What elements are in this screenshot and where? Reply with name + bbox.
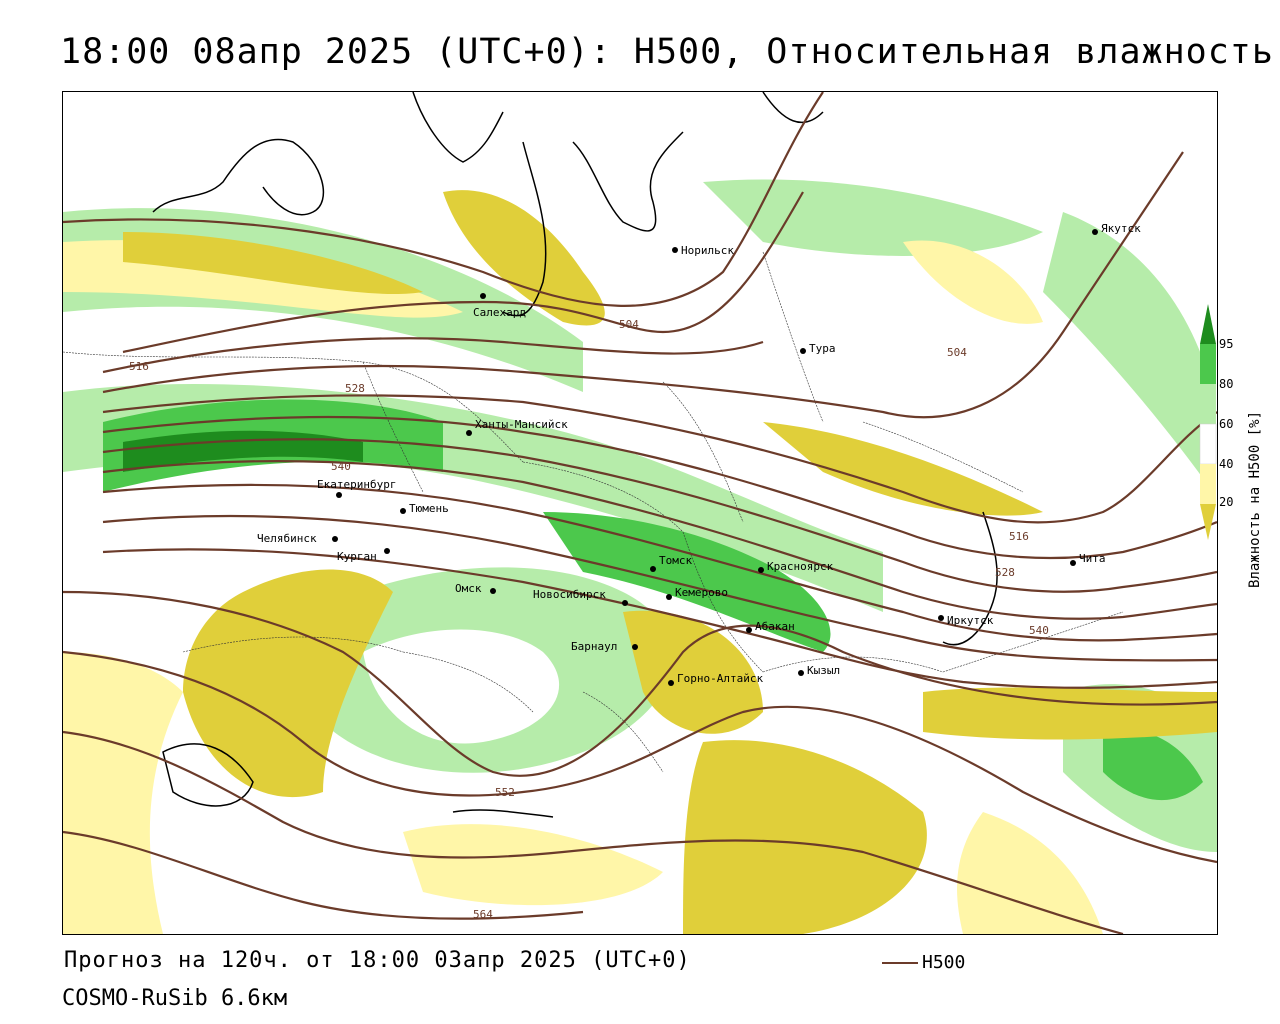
svg-text:Кемерово: Кемерово (675, 586, 728, 599)
city-novosibirsk: Новосибирск (533, 588, 628, 606)
humidity-map: 504 504 516 516 528 528 540 540 552 564 … (62, 91, 1218, 935)
legend-tick: 95 (1219, 337, 1234, 351)
city-irkutsk: Иркутск (938, 614, 994, 627)
city-markers: Норильск Якутск Салехард Тура Ханты-Манс… (257, 222, 1141, 686)
contour-label: 552 (495, 786, 515, 799)
model-text: COSMO-RuSib 6.6км (62, 986, 288, 1011)
city-norilsk: Норильск (672, 244, 734, 257)
contour-label: 504 (619, 318, 639, 331)
legend-tick: 60 (1219, 417, 1234, 431)
city-kyzyl: Кызыл (798, 664, 840, 677)
humidity-fields (63, 179, 1217, 934)
city-kemerovo: Кемерово (666, 586, 728, 600)
legend-title: Влажность на H500 [%] (1247, 410, 1263, 588)
h500-line-legend: H500 (882, 952, 965, 973)
svg-text:Екатеринбург: Екатеринбург (317, 478, 396, 491)
svg-text:Ханты-Мансийск: Ханты-Мансийск (475, 418, 568, 431)
svg-text:Норильск: Норильск (681, 244, 734, 257)
city-yekaterinburg: Екатеринбург (317, 478, 396, 498)
city-chelyabinsk: Челябинск (257, 532, 338, 545)
contour-labels: 504 504 516 516 528 528 540 540 552 564 (129, 318, 1049, 921)
svg-text:Иркутск: Иркутск (947, 614, 994, 627)
h500-line-swatch (882, 961, 918, 964)
svg-text:Кызыл: Кызыл (807, 664, 840, 677)
h500-contours (63, 92, 1217, 934)
city-tyumen: Тюмень (400, 502, 449, 515)
svg-text:Томск: Томск (659, 554, 692, 567)
svg-text:Новосибирск: Новосибирск (533, 588, 606, 601)
legend-tick: 20 (1219, 495, 1234, 509)
map-canvas: 504 504 516 516 528 528 540 540 552 564 … (63, 92, 1217, 934)
contour-label: 564 (473, 908, 493, 921)
h500-line-label: H500 (922, 952, 966, 973)
svg-text:Омск: Омск (455, 582, 482, 595)
city-tomsk: Томск (650, 554, 692, 572)
legend-tick: 80 (1219, 377, 1234, 391)
svg-text:Челябинск: Челябинск (257, 532, 317, 545)
coastlines (152, 92, 998, 818)
contour-label: 504 (947, 346, 967, 359)
city-gorno-altaysk: Горно-Алтайск (668, 672, 763, 686)
city-salekhard: Салехард (473, 293, 526, 319)
svg-text:Абакан: Абакан (755, 620, 795, 633)
contour-label: 540 (331, 460, 351, 473)
city-omsk: Омск (455, 582, 496, 595)
map-title: 18:00 08апр 2025 (UTC+0): H500, Относите… (60, 32, 1274, 72)
contour-label: 528 (345, 382, 365, 395)
svg-text:Салехард: Салехард (473, 306, 526, 319)
city-chita: Читa (1070, 552, 1106, 566)
city-abakan: Абакан (746, 620, 795, 633)
city-tura: Тура (800, 342, 836, 355)
svg-text:Курган: Курган (337, 550, 377, 563)
legend-tick: 40 (1219, 457, 1234, 471)
svg-text:Читa: Читa (1079, 552, 1106, 565)
contour-label: 540 (1029, 624, 1049, 637)
legend-colorbar (1199, 304, 1217, 540)
svg-text:Барнаул: Барнаул (571, 640, 617, 653)
svg-text:Тура: Тура (809, 342, 836, 355)
svg-text:Горно-Алтайск: Горно-Алтайск (677, 672, 763, 685)
city-krasnoyarsk: Красноярск (758, 560, 834, 573)
svg-text:Якутск: Якутск (1101, 222, 1141, 235)
humidity-legend: 95 80 60 40 20 (1198, 300, 1280, 600)
svg-text:Тюмень: Тюмень (409, 502, 449, 515)
contour-label: 516 (129, 360, 149, 373)
svg-text:Красноярск: Красноярск (767, 560, 834, 573)
contour-label: 528 (995, 566, 1015, 579)
city-yakutsk: Якутск (1092, 222, 1141, 235)
city-khanty-mansiysk: Ханты-Мансийск (466, 418, 568, 436)
city-kurgan: Курган (337, 548, 390, 563)
contour-label: 516 (1009, 530, 1029, 543)
forecast-text: Прогноз на 120ч. от 18:00 03апр 2025 (UT… (64, 948, 691, 973)
city-barnaul: Барнаул (571, 640, 638, 653)
